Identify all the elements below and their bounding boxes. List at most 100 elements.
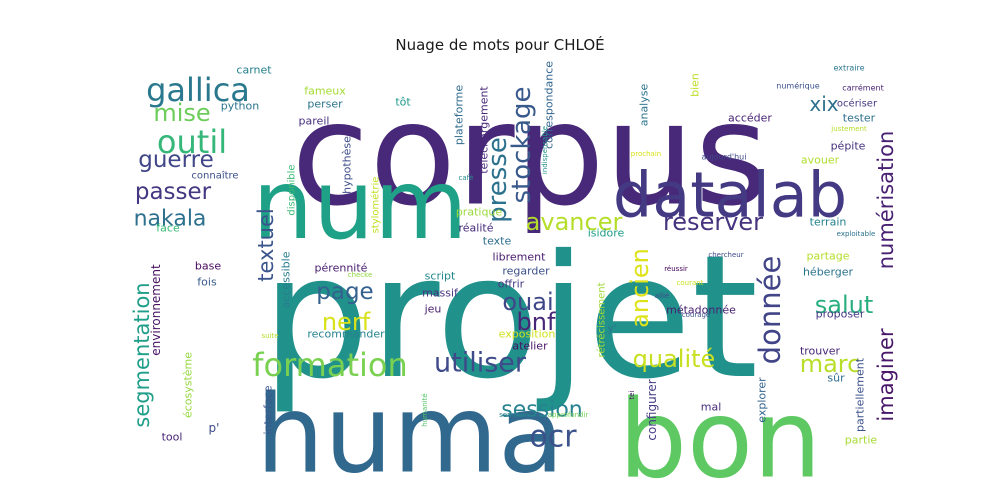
word-bien: bien xyxy=(689,73,702,97)
word-disponible: disponible xyxy=(287,164,298,215)
word-réussir: réussir xyxy=(664,265,688,273)
word-y-: y' xyxy=(608,324,617,335)
word-imaginer: imaginer xyxy=(874,328,898,422)
word-café: café xyxy=(459,174,474,182)
word-pérennité: pérennité xyxy=(315,262,368,275)
word-correspondance: correspondance xyxy=(543,61,556,149)
word-justement: justement xyxy=(830,125,867,133)
word-guerre: guerre xyxy=(138,147,213,173)
word-mal: mal xyxy=(701,401,722,414)
word-héberger: héberger xyxy=(803,266,854,279)
word-avancer: avancer xyxy=(526,208,623,236)
word-avouer: avouer xyxy=(801,154,840,167)
word-formation: formation xyxy=(252,346,408,384)
word-allié: allié xyxy=(655,292,669,300)
word-p-: p' xyxy=(209,421,220,435)
word-semaine: semaine xyxy=(499,411,529,419)
word-numérisation: numérisation xyxy=(874,131,898,270)
word-configurer: configurer xyxy=(645,379,659,440)
word-xix: xix xyxy=(809,92,838,116)
word-nerf: nerf xyxy=(322,308,371,336)
word-métadonnée: métadonnée xyxy=(666,304,736,317)
word-texte: texte xyxy=(483,235,512,248)
word-num: num xyxy=(252,149,467,261)
word-accéder: accéder xyxy=(728,112,772,125)
word-approfondir: approfondir xyxy=(548,411,589,419)
word-courant: courant xyxy=(677,279,704,287)
word-chercheur: chercheur xyxy=(708,251,743,259)
word-hypothèse: hypothèse xyxy=(341,136,354,194)
word-partiellement: partiellement xyxy=(854,357,867,432)
word-regarder: regarder xyxy=(502,265,550,278)
word-recommander: recommander xyxy=(307,328,385,341)
word-face: face xyxy=(156,222,180,235)
word-courage: courage xyxy=(682,311,711,319)
word-carrément: carrément xyxy=(842,83,883,93)
word-partage: partage xyxy=(806,250,849,263)
word-accessible: accessible xyxy=(280,251,293,308)
word-proposer: proposer xyxy=(816,308,865,321)
word-extraire: extraire xyxy=(833,64,864,73)
word-mise: mise xyxy=(153,99,210,127)
word-utiliser: utiliser xyxy=(434,348,527,379)
word-rétrécissement: rétrécissement xyxy=(596,282,608,357)
word-fameux: fameux xyxy=(304,85,346,98)
word-réalité: réalité xyxy=(459,222,494,235)
word-offrir: offrir xyxy=(498,278,525,291)
word-exploitable: exploitable xyxy=(837,230,876,238)
word-trouver: trouver xyxy=(800,345,841,358)
word-qualité: qualité xyxy=(633,345,716,373)
word-gallica: gallica xyxy=(146,71,250,109)
word-interface: interface xyxy=(262,385,275,434)
word-python: python xyxy=(221,100,260,113)
word-ancien: ancien xyxy=(626,248,654,328)
word-réserver: réserver xyxy=(663,208,763,236)
word-tôt: tôt xyxy=(395,96,411,109)
word-bon: bon xyxy=(618,378,821,500)
word-base: base xyxy=(195,260,221,273)
word-segmentation: segmentation xyxy=(130,282,154,427)
word-pareil: pareil xyxy=(299,115,330,128)
word-session: session xyxy=(501,398,582,423)
word-tester: tester xyxy=(843,112,876,125)
word-partie: partie xyxy=(845,434,878,447)
word-plateforme: plateforme xyxy=(453,85,466,146)
word-nakala: nakala xyxy=(134,207,207,232)
word-téléchargement: téléchargement xyxy=(478,86,491,174)
word-isidore: isidore xyxy=(588,227,625,240)
word-huma: huma xyxy=(256,373,564,498)
word-ouai: ouai xyxy=(502,288,553,316)
word-ocr: ocr xyxy=(529,420,577,455)
word-passer: passer xyxy=(135,179,212,205)
word-tei: tei xyxy=(628,390,636,399)
word-atelier: atelier xyxy=(512,340,548,353)
word-exposition: exposition xyxy=(499,328,556,341)
word-pratique: pratique xyxy=(456,206,503,219)
word-environnement: environnement xyxy=(149,264,163,356)
word-perser: perser xyxy=(307,98,343,111)
word-massif: massif xyxy=(422,287,459,300)
word-explorer: explorer xyxy=(756,377,769,423)
word-outil: outil xyxy=(157,123,227,161)
word-projet: projet xyxy=(262,219,759,417)
word-datalab: datalab xyxy=(613,159,847,232)
word-presse: presse xyxy=(483,137,513,223)
word-numérique: numérique xyxy=(776,81,820,91)
word-checke: checke xyxy=(348,271,373,279)
word-stylométrie: stylométrie xyxy=(370,177,382,234)
word-stockage: stockage xyxy=(507,87,537,204)
word-jeu: jeu xyxy=(424,303,442,316)
word-donnée: donnée xyxy=(753,256,787,365)
word-bnf: bnf xyxy=(517,308,556,336)
word-salut: salut xyxy=(815,291,874,319)
word-océriser: océriser xyxy=(837,98,878,110)
word-analyse: analyse xyxy=(638,84,651,127)
word-suite: suite xyxy=(261,332,278,340)
word-pépite: pépite xyxy=(831,140,866,153)
word-carnet: carnet xyxy=(236,64,272,77)
word-connaître: connaître xyxy=(191,170,238,182)
word-textuel: textuel xyxy=(254,208,278,282)
word-librement: librement xyxy=(493,251,547,264)
